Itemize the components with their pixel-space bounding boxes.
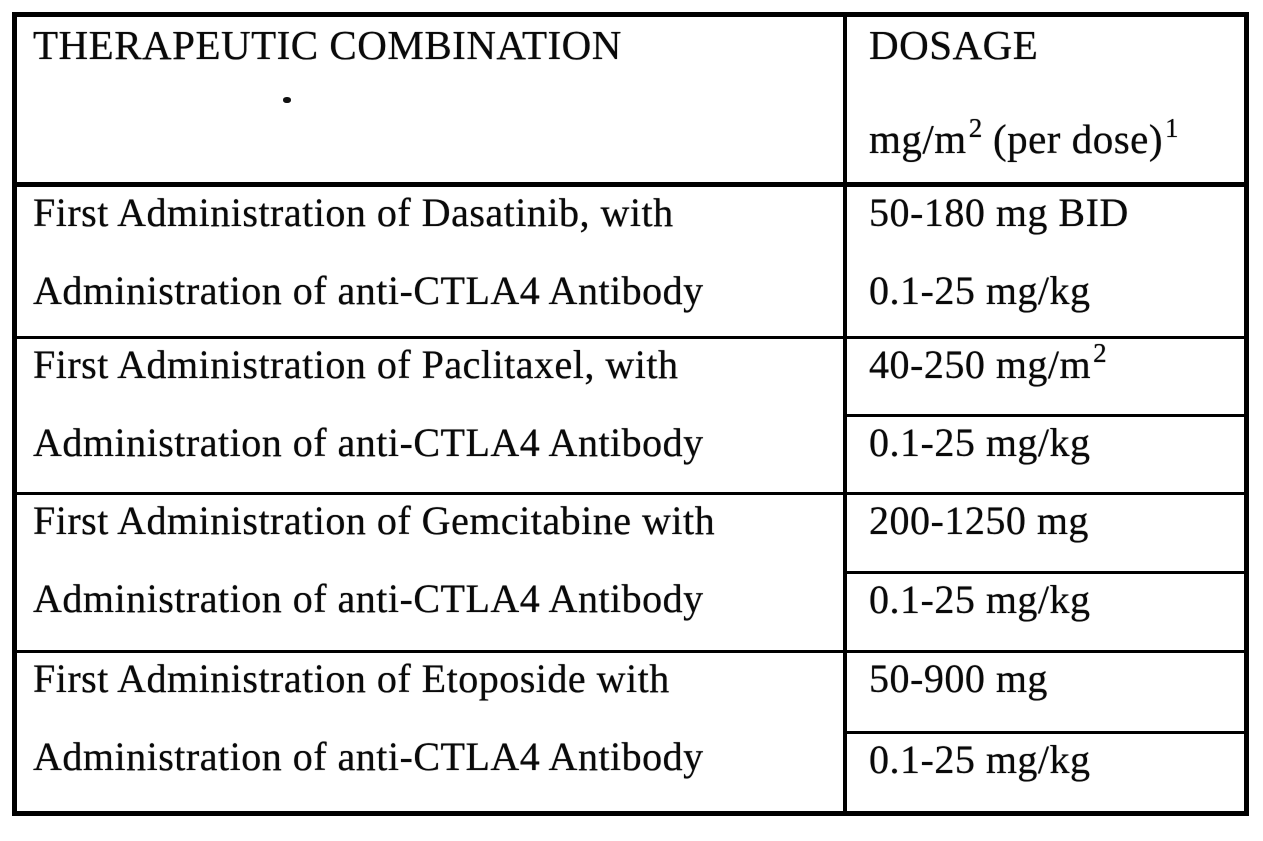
combination-line-2: Administration of anti-CTLA4 Antibody	[33, 268, 704, 313]
combination-line-1: First Administration of Paclitaxel, with	[33, 342, 679, 387]
header-dosage-units: mg/m2 (per dose)1	[869, 113, 1244, 168]
combination-cell: First Administration of Etoposide with A…	[17, 653, 847, 811]
dosage-subcell-1: 40-250 mg/m2	[847, 339, 1244, 417]
dosage-subcell-2: 0.1-25 mg/kg	[847, 574, 1244, 650]
header-cell-dosage: DOSAGE mg/m2 (per dose)1	[847, 17, 1244, 182]
dosage-cell: 50-180 mg BID 0.1-25 mg/kg	[847, 187, 1244, 336]
combination-line-1: First Administration of Gemcitabine with	[33, 498, 716, 543]
dosage-table: THERAPEUTIC COMBINATION DOSAGE mg/m2 (pe…	[12, 12, 1249, 816]
dosage-line-2: 0.1-25 mg/kg	[869, 577, 1091, 622]
table-row-dasatinib: First Administration of Dasatinib, with …	[17, 187, 1244, 339]
dosage-units-base: mg/m	[869, 116, 967, 162]
dosage-line-1: 50-180 mg BID	[869, 190, 1129, 235]
header-combination-label: THERAPEUTIC COMBINATION	[33, 22, 622, 68]
dosage-units-superscript-2: 2	[968, 113, 983, 143]
dosage-line-1: 50-900 mg	[869, 656, 1048, 701]
dosage-line-2: 0.1-25 mg/kg	[869, 736, 1091, 782]
dosage-footnote-superscript-1: 1	[1165, 113, 1179, 143]
combination-line-2: Administration of anti-CTLA4 Antibody	[33, 734, 704, 779]
dosage-cell: 200-1250 mg 0.1-25 mg/kg	[847, 495, 1244, 650]
dosage-subcell-1: 50-900 mg	[847, 653, 1244, 734]
table-row-paclitaxel: First Administration of Paclitaxel, with…	[17, 339, 1244, 495]
combination-cell: First Administration of Gemcitabine with…	[17, 495, 847, 650]
dosage-subcell-1: 200-1250 mg	[847, 495, 1244, 574]
scan-artifact-dot	[283, 97, 291, 103]
table-row-etoposide: First Administration of Etoposide with A…	[17, 653, 1244, 811]
dosage-cell: 40-250 mg/m2 0.1-25 mg/kg	[847, 339, 1244, 492]
combination-line-1: First Administration of Etoposide with	[33, 656, 670, 701]
header-dosage-label: DOSAGE	[869, 22, 1039, 68]
dosage-cell: 50-900 mg 0.1-25 mg/kg	[847, 653, 1244, 811]
dosage-value: 40-250 mg/m	[869, 342, 1092, 387]
header-cell-therapeutic-combination: THERAPEUTIC COMBINATION	[17, 17, 847, 182]
dosage-units-per-dose: (per dose)	[982, 116, 1163, 162]
dosage-line-1: 40-250 mg/m2	[869, 339, 1244, 393]
table-header-row: THERAPEUTIC COMBINATION DOSAGE mg/m2 (pe…	[17, 17, 1244, 187]
dosage-line-1: 200-1250 mg	[869, 498, 1089, 543]
combination-line-2: Administration of anti-CTLA4 Antibody	[33, 576, 704, 621]
dosage-superscript-2: 2	[1093, 339, 1107, 368]
combination-line-2: Administration of anti-CTLA4 Antibody	[33, 420, 704, 465]
dosage-subcell-2: 0.1-25 mg/kg	[847, 417, 1244, 492]
combination-cell: First Administration of Dasatinib, with …	[17, 187, 847, 336]
combination-line-1: First Administration of Dasatinib, with	[33, 190, 674, 235]
dosage-line-2: 0.1-25 mg/kg	[869, 268, 1091, 313]
dosage-line-2: 0.1-25 mg/kg	[869, 420, 1091, 465]
dosage-subcell-2: 0.1-25 mg/kg	[847, 734, 1244, 812]
table-row-gemcitabine: First Administration of Gemcitabine with…	[17, 495, 1244, 653]
combination-cell: First Administration of Paclitaxel, with…	[17, 339, 847, 492]
